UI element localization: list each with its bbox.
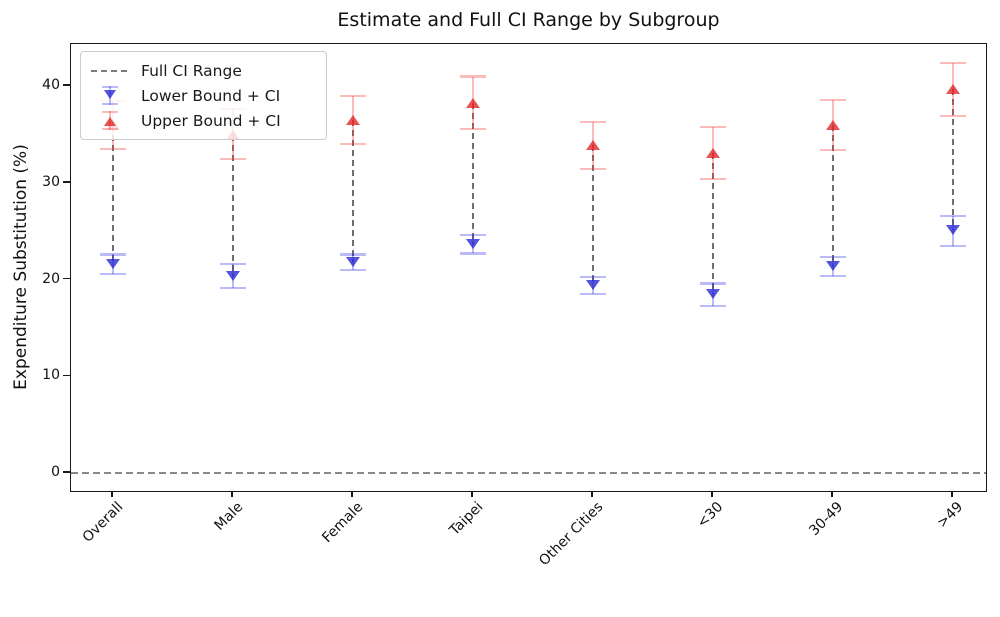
x-tick-label: Male (211, 499, 247, 534)
ci-cap-bottom (220, 287, 246, 290)
ci-cap-top (940, 214, 966, 217)
legend: Full CI Range Lower Bound + CI Upper Bou… (80, 51, 327, 140)
ci-cap-top (340, 94, 366, 97)
x-tick-label: Taipei (446, 499, 487, 539)
upper-bound-marker (586, 140, 600, 151)
ci-cap-bottom (340, 143, 366, 146)
ci-cap-bottom (100, 272, 126, 275)
chart-title: Estimate and Full CI Range by Subgroup (337, 9, 720, 31)
ci-cap-bottom (100, 147, 126, 151)
ci-cap-top (220, 263, 246, 266)
y-tick-mark (63, 181, 70, 183)
ci-cap-bottom (820, 148, 846, 152)
legend-entry-lower-bound: Lower Bound + CI (91, 83, 316, 108)
x-tick-mark (591, 492, 593, 497)
lower-bound-marker (946, 225, 960, 236)
ci-cap-top (580, 120, 606, 124)
y-tick-mark (63, 84, 70, 86)
ci-cap-bottom (580, 168, 606, 171)
ci-cap-bottom (460, 127, 486, 130)
upper-bound-marker (826, 119, 840, 130)
x-tick-mark (231, 492, 233, 497)
x-tick-label: >49 (934, 499, 967, 532)
legend-entry-upper-bound: Upper Bound + CI (91, 108, 316, 133)
full-ci-range-line (952, 89, 954, 231)
lower-bound-marker (826, 261, 840, 272)
full-ci-range-line (712, 152, 714, 295)
ci-cap-bottom (460, 252, 486, 255)
x-tick-label: Female (319, 499, 367, 547)
errorbar-down-triangle-icon (91, 83, 129, 108)
full-ci-range-line (472, 102, 474, 244)
ci-cap-top (700, 282, 726, 285)
ci-cap-bottom (700, 177, 726, 181)
full-ci-range-line (832, 124, 834, 267)
ci-cap-top (460, 234, 486, 237)
ci-cap-top (460, 75, 486, 78)
lower-bound-marker (466, 238, 480, 249)
y-tick-mark (63, 277, 70, 280)
legend-label: Upper Bound + CI (141, 111, 281, 130)
x-tick-mark (831, 492, 833, 497)
y-tick-mark (63, 374, 70, 377)
lower-bound-marker (226, 270, 240, 281)
full-ci-range-line (352, 120, 354, 263)
legend-label: Lower Bound + CI (141, 86, 281, 105)
x-tick-label: 30-49 (806, 499, 847, 540)
x-tick-mark (111, 492, 113, 497)
x-tick-label: Other Cities (536, 499, 607, 570)
upper-bound-marker (706, 147, 720, 158)
y-tick-label: 30 (42, 173, 60, 190)
x-tick-label: Overall (79, 499, 127, 546)
upper-bound-marker (946, 84, 960, 95)
upper-bound-marker (346, 115, 360, 126)
x-tick-mark (711, 492, 713, 497)
x-tick-label: <30 (694, 499, 727, 532)
ci-cap-top (100, 253, 126, 256)
ci-cap-bottom (220, 157, 246, 160)
dashed-line-icon (91, 58, 129, 83)
zero-reference-line (71, 472, 986, 474)
ci-cap-bottom (940, 115, 966, 118)
y-tick-mark (63, 471, 70, 473)
ci-cap-top (820, 256, 846, 259)
figure: Estimate and Full CI Range by Subgroup E… (11, 9, 987, 570)
legend-label: Full CI Range (141, 61, 242, 80)
y-tick-label: 20 (42, 270, 60, 287)
ci-cap-bottom (580, 293, 606, 296)
ci-cap-bottom (820, 274, 846, 277)
plot-area (70, 43, 987, 492)
errorbar-up-triangle-icon (91, 108, 129, 133)
lower-bound-marker (706, 289, 720, 300)
ci-cap-bottom (340, 268, 366, 272)
x-tick-mark (471, 492, 473, 497)
ci-cap-top (700, 125, 726, 128)
y-tick-label: 0 (51, 464, 60, 480)
x-tick-mark (951, 492, 953, 497)
y-tick-label: 40 (42, 77, 60, 94)
ci-cap-top (580, 275, 606, 278)
full-ci-range-line (232, 134, 234, 276)
upper-bound-marker (466, 97, 480, 108)
ci-cap-bottom (700, 304, 726, 307)
ci-cap-top (340, 253, 366, 256)
y-tick-label: 10 (42, 367, 60, 384)
full-ci-range-line (592, 145, 594, 286)
ci-cap-bottom (940, 244, 966, 247)
legend-entry-full-ci-range: Full CI Range (91, 58, 316, 83)
lower-bound-marker (586, 280, 600, 291)
x-tick-mark (351, 492, 353, 497)
lower-bound-marker (106, 259, 120, 270)
lower-bound-marker (346, 257, 360, 268)
ci-cap-top (940, 61, 966, 65)
ci-cap-top (820, 98, 846, 101)
full-ci-range-line (112, 124, 114, 265)
